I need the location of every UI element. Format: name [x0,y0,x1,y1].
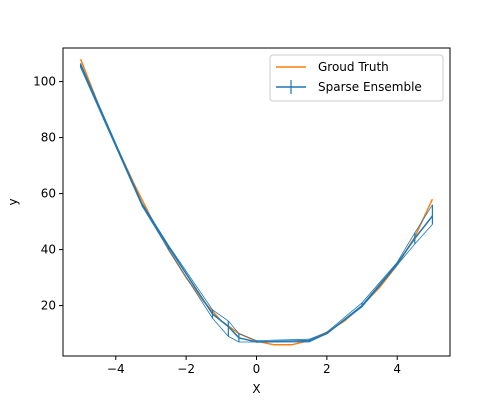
legend: Groud Truth Sparse Ensemble [269,54,444,102]
legend-label-groud-truth: Groud Truth [318,60,389,74]
y-tick-label: 100 [33,75,56,89]
series-line-sparse-ensemble [79,64,433,343]
y-tick-label: 80 [41,131,56,145]
x-axis: −4 −2 0 2 4 [107,356,401,376]
y-axis: 20 40 60 80 100 [33,75,63,313]
series-band-high-sparse-ensemble [80,63,433,342]
x-tick-label: 4 [393,362,401,376]
x-tick-label: 0 [253,362,261,376]
y-tick-label: 40 [41,243,56,257]
plot-frame [62,47,451,357]
x-tick-label: 2 [323,362,331,376]
series-line-groud-truth [79,58,434,346]
legend-box [269,54,444,102]
y-tick-label: 60 [41,187,56,201]
series-band-low-sparse-ensemble [80,67,433,343]
y-axis-label: y [6,198,20,205]
plot-area [79,58,434,346]
legend-label-sparse-ensemble: Sparse Ensemble [318,80,422,94]
x-axis-label: X [252,382,260,396]
x-tick-label: −2 [177,362,195,376]
y-tick-label: 20 [41,299,56,313]
x-tick-label: −4 [107,362,125,376]
